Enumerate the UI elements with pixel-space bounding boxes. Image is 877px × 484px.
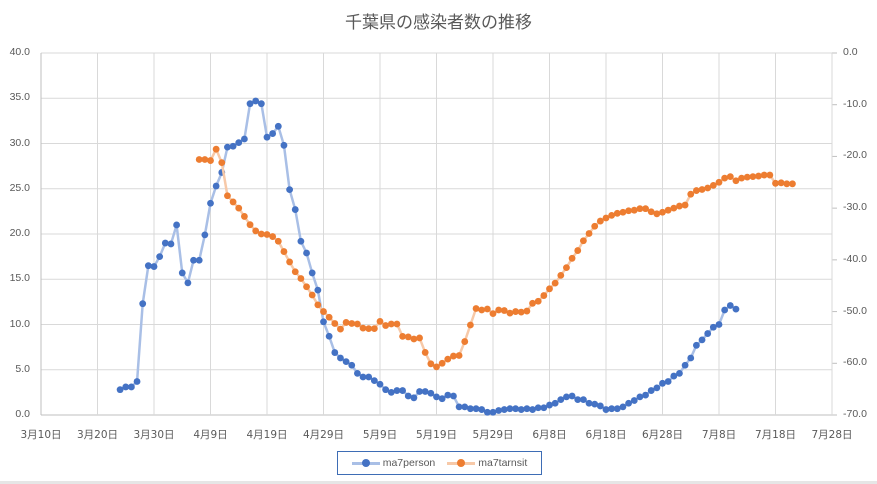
legend-item-ma7person[interactable]: ma7person bbox=[351, 457, 436, 469]
y-tick-label: 10.0 bbox=[9, 317, 30, 330]
legend-marker-icon bbox=[447, 458, 476, 468]
y-tick-label: 20.0 bbox=[9, 227, 30, 239]
right-y-tick-label: -60.0 bbox=[843, 356, 867, 369]
right-y-tick-label: -10.0 bbox=[843, 97, 867, 110]
x-tick-label: 4月29日 bbox=[302, 429, 345, 441]
y-tick-label: 25.0 bbox=[9, 181, 30, 194]
x-tick-label: 6月8日 bbox=[532, 429, 567, 441]
series-ma7tarnsit bbox=[195, 145, 796, 371]
gridlines bbox=[40, 52, 837, 416]
chart-title: 千葉県の感染者数の推移 bbox=[345, 13, 532, 33]
legend-item-ma7tarnsit[interactable]: ma7tarnsit bbox=[447, 457, 527, 469]
right-y-tick-label: -70.0 bbox=[843, 408, 867, 420]
x-tick-label: 7月18日 bbox=[754, 429, 797, 441]
right-y-tick-label: -50.0 bbox=[843, 304, 867, 317]
right-y-tick-label: 0.0 bbox=[843, 46, 858, 58]
y-tick-label: 35.0 bbox=[9, 91, 30, 104]
legend-label: ma7person bbox=[382, 457, 436, 469]
x-tick-label: 3月20日 bbox=[76, 429, 119, 441]
right-y-tick-label: -20.0 bbox=[843, 149, 867, 162]
x-tick-label: 6月28日 bbox=[641, 429, 684, 441]
x-tick-label: 7月28日 bbox=[811, 429, 853, 441]
x-tick-label: 4月19日 bbox=[246, 429, 288, 441]
right-y-tick-label: -30.0 bbox=[843, 201, 867, 214]
x-tick-label: 5月9日 bbox=[362, 429, 398, 441]
x-tick-label: 5月29日 bbox=[472, 429, 514, 441]
x-tick-label: 5月19日 bbox=[415, 429, 458, 441]
legend-marker-icon bbox=[351, 458, 380, 468]
x-tick-label: 6月18日 bbox=[585, 429, 627, 441]
y-tick-label: 15.0 bbox=[9, 272, 30, 285]
x-tick-label: 4月9日 bbox=[193, 429, 228, 441]
x-tick-label: 7月8日 bbox=[701, 429, 737, 441]
y-tick-label: 30.0 bbox=[9, 136, 30, 149]
x-tick-label: 3月30日 bbox=[133, 429, 175, 441]
y-tick-label: 0.0 bbox=[15, 408, 30, 420]
x-tick-label: 3月10日 bbox=[20, 429, 62, 441]
divider bbox=[0, 481, 877, 484]
y-tick-label: 5.0 bbox=[15, 362, 30, 375]
legend: ma7person ma7tarnsit bbox=[337, 451, 542, 475]
right-y-tick-label: -40.0 bbox=[843, 252, 867, 265]
y-tick-label: 40.0 bbox=[9, 46, 30, 58]
legend-label: ma7tarnsit bbox=[478, 457, 528, 469]
